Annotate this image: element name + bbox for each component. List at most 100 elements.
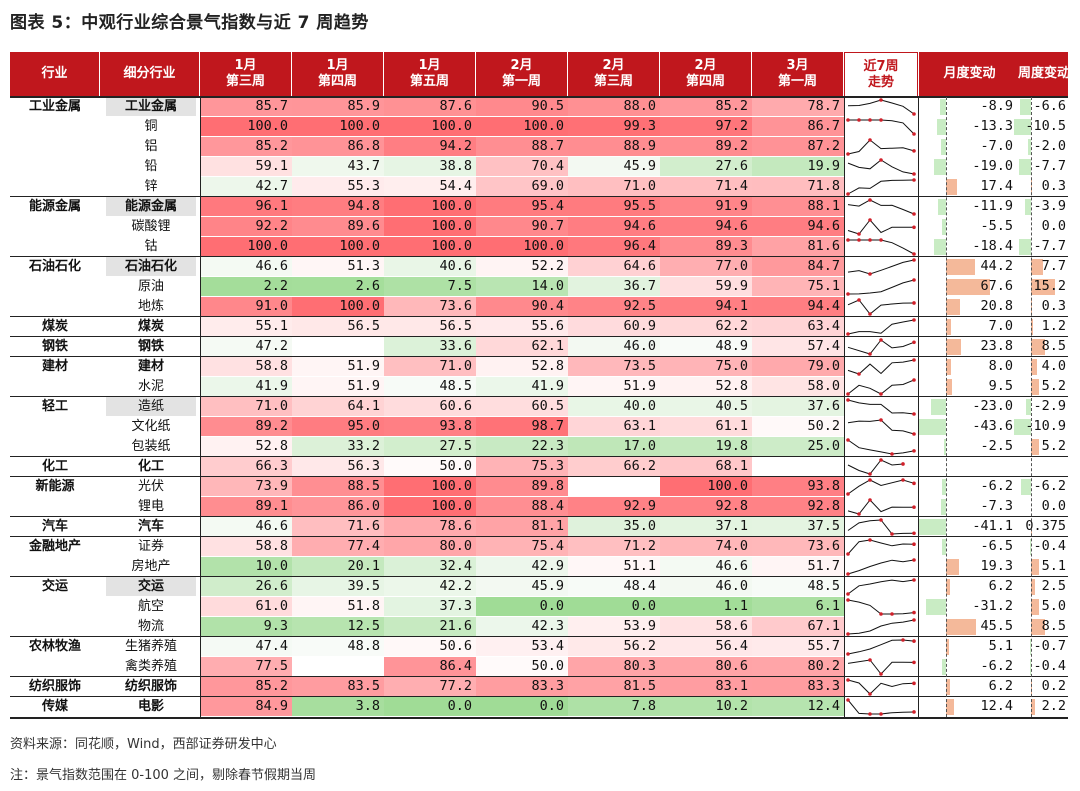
weekly-change-bar [1030, 659, 1031, 675]
footnote: 注：景气指数范围在 0-100 之间，剔除春节假期当周 [10, 768, 317, 783]
value-cell: 27.6 [660, 157, 752, 176]
value-cell: 88.7 [476, 137, 568, 156]
weekly-change-value: 0.0 [1041, 498, 1066, 514]
value-cell: 98.7 [476, 417, 568, 436]
table-row: 农林牧渔 生猪养殖 47.4 48.8 50.6 53.4 56.2 56.4 55.7 5.1 -… [10, 637, 1068, 657]
value-cell: 55.1 [200, 317, 292, 336]
value-cell: 94.2 [384, 137, 476, 156]
weekly-change-value: 5.2 [1041, 378, 1066, 394]
value-cell: 19.8 [660, 437, 752, 456]
sparkline-point [912, 412, 916, 416]
sparkline-path [847, 579, 915, 595]
sparkline-point [890, 612, 894, 616]
value-cell: 52.8 [660, 377, 752, 396]
sub-industry-label: 汽车 [137, 519, 164, 534]
sub-industry-label: 碳酸锂 [131, 219, 171, 234]
value-cell: 10.2 [660, 697, 752, 716]
sparkline-point [879, 98, 883, 102]
value-cell: 48.8 [292, 637, 384, 656]
value-cell: 38.8 [384, 157, 476, 176]
sparkline-path [847, 639, 915, 655]
sub-industry-label: 水泥 [137, 379, 164, 394]
value-cell: 46.0 [568, 337, 660, 356]
monthly-change-value: -2.5 [980, 438, 1013, 454]
monthly-change-value: 44.2 [980, 258, 1013, 274]
trend-sparkline [847, 518, 916, 536]
value-cell: 37.6 [752, 397, 844, 416]
weekly-change-value: -0.7 [1033, 638, 1066, 654]
value-cell: 50.0 [384, 457, 476, 476]
monthly-change-value: -6.5 [980, 538, 1013, 554]
table-row: 房地产 10.0 20.1 32.4 42.9 51.1 46.6 51.7 19.3 5.1 [10, 557, 1068, 577]
header-week-1: 1月 第四周 [292, 52, 383, 96]
sparkline-point [912, 172, 916, 176]
monthly-change-bar [941, 539, 946, 555]
monthly-change-value: -13.3 [972, 118, 1013, 134]
value-cell: 77.4 [292, 537, 384, 556]
value-cell: 86.0 [292, 497, 384, 516]
value-cell: 99.3 [568, 117, 660, 136]
sparkline-point [912, 278, 916, 282]
value-cell: 89.3 [660, 237, 752, 256]
weekly-change-value: 0.375 [1025, 518, 1066, 534]
weekly-change-value: -6.2 [1033, 478, 1066, 494]
trend-sparkline [846, 598, 916, 616]
sparkline-point [912, 481, 916, 486]
value-cell: 89.2 [200, 417, 292, 436]
value-cell: 71.2 [568, 537, 660, 556]
weekly-change-bar [1029, 639, 1031, 655]
monthly-change-bar [946, 339, 962, 355]
weekly-change-value: -7.7 [1033, 158, 1066, 174]
value-cell: 46.0 [660, 577, 752, 596]
sector-label [10, 117, 100, 136]
value-cell: 75.1 [752, 277, 844, 296]
value-cell: 100.0 [292, 237, 384, 256]
table-row: 锂电 89.1 86.0 100.0 88.4 92.9 92.8 92.8 -7.3 0.0 [10, 497, 1068, 517]
value-cell: 95.0 [292, 417, 384, 436]
sparkline-point [912, 132, 916, 136]
value-cell: 17.0 [568, 437, 660, 456]
monthly-change-value [938, 457, 1013, 476]
sparkline-path [847, 479, 915, 495]
sparkline-point [912, 618, 916, 622]
value-cell: 37.5 [752, 517, 844, 536]
sparkline-path [847, 299, 915, 315]
weekly-change-value: -7.7 [1033, 238, 1066, 254]
weekly-change-bar [1018, 159, 1031, 175]
value-cell: 100.0 [660, 477, 752, 496]
value-cell: 56.5 [292, 317, 384, 336]
value-cell: 0.0 [476, 697, 568, 716]
sparkline-point [912, 531, 916, 536]
sector-label: 能源金属 [28, 199, 81, 214]
value-cell: 40.6 [384, 257, 476, 276]
sparkline-path [847, 519, 915, 535]
sector-label: 纺织服饰 [28, 679, 81, 694]
sub-industry-label: 包装纸 [131, 439, 171, 454]
value-cell: 53.9 [568, 617, 660, 636]
column-divider [918, 97, 919, 717]
header-monthly: 月度变动 [919, 52, 1020, 96]
sparkline-point [912, 212, 916, 216]
value-cell: 78.7 [752, 97, 844, 116]
weekly-change-value: 7.7 [1041, 258, 1066, 274]
monthly-change-value: -5.5 [980, 218, 1013, 234]
sparkline-path [847, 679, 915, 695]
sparkline-point [868, 138, 872, 142]
sparkline-point [912, 449, 916, 453]
value-cell: 26.6 [200, 577, 292, 596]
sparkline-point [846, 392, 850, 396]
value-cell: 0.0 [476, 597, 568, 616]
value-cell: 81.1 [476, 517, 568, 536]
weekly-change-bar [1020, 99, 1031, 115]
weekly-change-value: -0.4 [1033, 658, 1066, 674]
value-cell: 66.2 [568, 457, 660, 476]
value-cell: 50.0 [476, 657, 568, 676]
sub-industry-label: 证券 [137, 539, 164, 554]
sector-label: 石油石化 [28, 259, 81, 274]
sparkline-point [912, 578, 916, 582]
sector-label [10, 557, 100, 576]
value-cell: 73.6 [752, 537, 844, 556]
monthly-change-bar [946, 559, 959, 575]
value-cell: 85.9 [292, 97, 384, 116]
monthly-change-value: -7.3 [980, 498, 1013, 514]
